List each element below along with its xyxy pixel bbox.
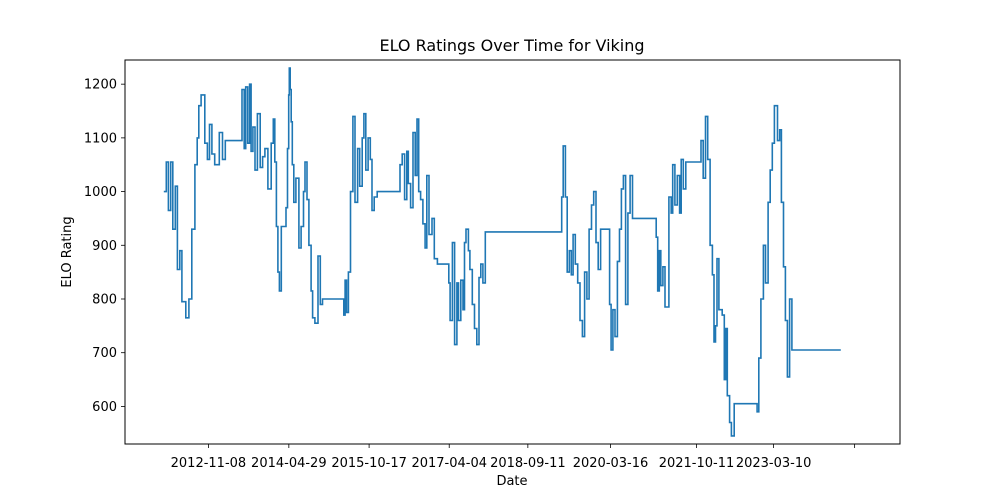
y-tick-label: 900	[92, 239, 117, 254]
y-axis-label: ELO Rating	[60, 216, 75, 287]
plot-frame	[124, 59, 901, 445]
x-tick-label: 2015-10-17	[331, 456, 407, 471]
chart-title: ELO Ratings Over Time for Viking	[379, 36, 644, 55]
y-tick-label: 1200	[84, 78, 117, 93]
series-line-0	[163, 67, 841, 437]
y-tick-label: 1000	[84, 185, 117, 200]
x-tick-label: 2014-04-29	[251, 456, 327, 471]
y-tick-label: 800	[92, 292, 117, 307]
x-tick-label: 2018-09-11	[490, 456, 566, 471]
plot-area	[163, 67, 841, 437]
x-tick-label: 2017-04-04	[411, 456, 487, 471]
y-tick-label: 700	[92, 346, 117, 361]
y-tick-label: 1100	[84, 131, 117, 146]
x-axis: 2012-11-08 2014-04-29 2015-10-17 2017-04-04…	[171, 444, 856, 471]
y-tick-label: 600	[92, 400, 117, 415]
x-tick-label: 2012-11-08	[171, 456, 247, 471]
x-tick-label: 2023-03-10	[736, 456, 812, 471]
x-axis-label: Date	[496, 474, 527, 489]
x-tick-label: 2021-10-11	[659, 456, 735, 471]
x-tick-label: 2020-03-16	[573, 456, 649, 471]
y-axis: 600 700 800 900 1000 1100 1200	[84, 78, 125, 415]
